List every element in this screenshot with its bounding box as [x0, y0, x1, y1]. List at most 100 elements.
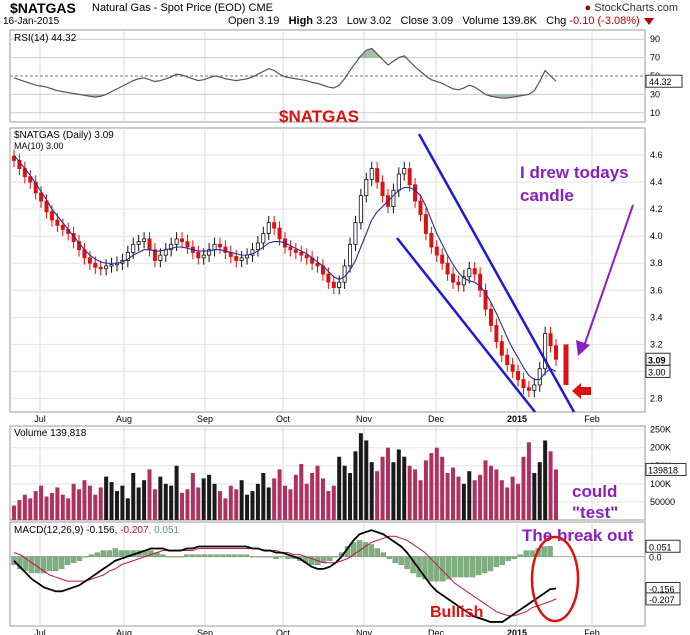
candle-body	[516, 371, 521, 380]
volume-bar	[136, 487, 141, 520]
volume-bar	[472, 480, 477, 520]
candle-body	[158, 254, 163, 261]
volume-bar	[516, 483, 521, 520]
candle-body	[451, 273, 456, 283]
volume-bar	[207, 474, 212, 520]
volume-bar	[326, 491, 331, 520]
macd-tag-box	[645, 592, 681, 606]
price-tick-label: 3.8	[650, 258, 663, 268]
macd-hist-bar	[332, 556, 339, 558]
volume-bar	[22, 494, 27, 520]
volume-bar	[304, 483, 309, 520]
macd-hist-bar	[35, 556, 41, 574]
month-tick-label: 2015	[507, 414, 527, 424]
macd-hist-bar	[47, 556, 53, 572]
candle-body	[510, 364, 515, 372]
candle-body	[429, 233, 434, 248]
candle-body	[375, 168, 380, 183]
rsi-tick-label: 10	[650, 108, 660, 118]
volume-bar	[39, 485, 44, 520]
price-tick-label: 4.0	[650, 231, 663, 241]
price-tick-label: 4.6	[650, 150, 663, 160]
ma-legend: MA(10) 3.00	[14, 141, 64, 151]
macd-hist-bar	[469, 556, 476, 578]
macd-hist-bar	[458, 556, 464, 578]
month-tick-label: Sep	[197, 414, 213, 424]
volume-bar	[12, 505, 16, 520]
ma-tag-box	[645, 364, 671, 378]
volume-tick-label: 100K	[650, 479, 671, 489]
symbol-label: $NATGAS	[10, 0, 76, 16]
candle-body	[169, 243, 174, 251]
macd-hist-bar	[374, 548, 381, 557]
volume-bar	[548, 451, 553, 520]
volume-bar	[358, 433, 363, 520]
macd-hist-bar	[88, 554, 95, 557]
volume-bar	[239, 480, 244, 520]
candle-body	[60, 224, 65, 230]
macd-hist-bar	[505, 556, 512, 561]
candle-body	[461, 276, 466, 286]
price-tick-label: 2.8	[650, 393, 663, 403]
candle-body	[87, 257, 92, 264]
volume-bar	[396, 449, 401, 520]
month-tick-label: 2015	[507, 628, 527, 635]
close-tag: 3.09	[648, 355, 666, 365]
macd-hist-bar	[368, 544, 375, 557]
macd-hist-bar	[392, 556, 398, 563]
candle-body	[423, 214, 428, 234]
test-annotation: "test"	[572, 503, 618, 522]
volume-bar	[28, 498, 33, 520]
volume-bar	[429, 453, 434, 520]
macd-hist-bar	[243, 554, 249, 557]
volume-bar	[478, 474, 483, 520]
volume-bar	[190, 473, 195, 520]
volume-bar	[277, 469, 282, 520]
natgas-title-annotation: $NATGAS	[279, 107, 359, 126]
candle-body	[526, 387, 531, 391]
macd-hist-bar	[523, 550, 529, 557]
drew-candle-annotation-1: I drew todays	[520, 163, 629, 182]
month-tick-label: Jul	[34, 628, 46, 635]
macd-hist-bar	[493, 556, 500, 568]
candle-body	[483, 289, 488, 310]
candle-body	[413, 184, 418, 202]
macd-hist-bar	[279, 556, 285, 558]
candle-body	[353, 222, 358, 245]
candle-body	[136, 241, 141, 245]
volume-bar	[461, 483, 466, 520]
volume-bar	[147, 469, 152, 520]
candle-body	[337, 281, 342, 288]
purple-arrow-line	[581, 204, 634, 353]
volume-label: Volume 139,818	[14, 428, 87, 439]
candle-body	[147, 238, 152, 251]
volume-bar	[353, 451, 358, 520]
macd-label: MACD(12,26,9) -0.156, -0.207, 0.051	[14, 525, 180, 536]
candle-body	[174, 238, 179, 245]
price-tick-label: 4.2	[650, 204, 663, 214]
volume-bar	[82, 480, 87, 520]
down-arrow-icon	[643, 17, 654, 25]
candle-body	[55, 219, 60, 226]
bullish-annotation: Bullish	[430, 604, 483, 621]
macd-hist-bar	[160, 554, 166, 557]
macd-hist-bar	[70, 556, 77, 563]
volume-bar	[109, 482, 114, 520]
volume-tag: 139818	[648, 465, 678, 475]
chart-header: $NATGAS Natural Gas - Spot Price (EOD) C…	[0, 0, 690, 30]
macd-hist-bar	[547, 546, 553, 557]
volume-bar	[364, 440, 369, 520]
candle-body	[299, 252, 304, 256]
candle-body	[440, 254, 445, 264]
macd-tick-label: -0.207	[649, 595, 675, 605]
candle-body	[288, 246, 293, 251]
volume-bar	[320, 478, 325, 520]
trend-channel-lower	[396, 237, 536, 413]
price-tick-label: 4.4	[650, 177, 663, 187]
volume-bar	[142, 480, 147, 520]
month-tick-label: Feb	[584, 414, 600, 424]
chart-date: 16-Jan-2015	[3, 16, 60, 27]
candle-body	[402, 168, 407, 175]
macd-hist-bar	[428, 556, 434, 582]
